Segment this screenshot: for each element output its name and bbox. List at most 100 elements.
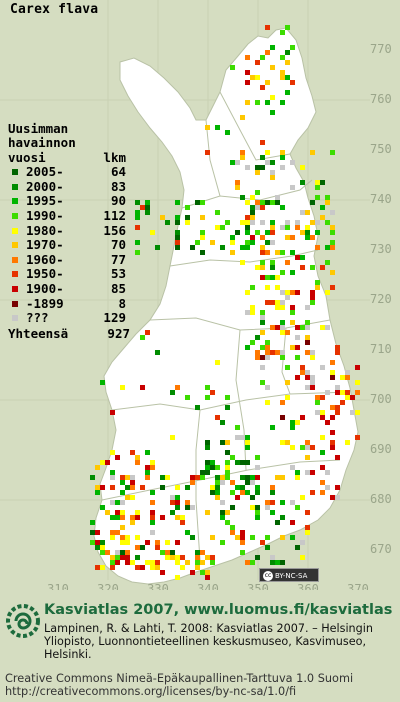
- occurrence-square: [240, 490, 245, 495]
- occurrence-square: [260, 220, 265, 225]
- occurrence-square: [110, 560, 115, 565]
- occurrence-square: [270, 265, 275, 270]
- occurrence-square: [145, 470, 150, 475]
- occurrence-square: [325, 470, 330, 475]
- occurrence-square: [330, 405, 335, 410]
- occurrence-square: [305, 455, 310, 460]
- legend-count: 112: [103, 207, 126, 223]
- occurrence-square: [315, 230, 320, 235]
- occurrence-square: [275, 520, 280, 525]
- occurrence-square: [280, 155, 285, 160]
- occurrence-square: [285, 75, 290, 80]
- occurrence-square: [125, 540, 130, 545]
- occurrence-square: [325, 260, 330, 265]
- occurrence-square: [250, 480, 255, 485]
- occurrence-square: [140, 565, 145, 570]
- y-tick: 750: [370, 142, 392, 156]
- occurrence-square: [135, 225, 140, 230]
- occurrence-square: [260, 365, 265, 370]
- occurrence-square: [260, 140, 265, 145]
- occurrence-square: [205, 125, 210, 130]
- occurrence-square: [355, 435, 360, 440]
- occurrence-square: [255, 485, 260, 490]
- occurrence-square: [175, 220, 180, 225]
- occurrence-square: [330, 225, 335, 230]
- occurrence-square: [230, 525, 235, 530]
- license-url[interactable]: http://creativecommons.org/licenses/by-n…: [5, 685, 297, 698]
- occurrence-square: [120, 385, 125, 390]
- occurrence-square: [320, 180, 325, 185]
- occurrence-square: [160, 215, 165, 220]
- occurrence-square: [265, 400, 270, 405]
- occurrence-square: [220, 440, 225, 445]
- occurrence-square: [290, 465, 295, 470]
- citation: Lampinen, R. & Lahti, T. 2008: Kasviatla…: [44, 622, 373, 662]
- occurrence-square: [320, 465, 325, 470]
- occurrence-square: [155, 540, 160, 545]
- occurrence-square: [120, 515, 125, 520]
- occurrence-square: [355, 410, 360, 415]
- occurrence-square: [275, 350, 280, 355]
- occurrence-square: [245, 100, 250, 105]
- occurrence-square: [175, 215, 180, 220]
- occurrence-square: [160, 485, 165, 490]
- legend-item: 1995- 90: [8, 194, 130, 209]
- occurrence-square: [270, 350, 275, 355]
- occurrence-square: [315, 185, 320, 190]
- legend-count: 129: [103, 310, 126, 326]
- occurrence-square: [310, 220, 315, 225]
- occurrence-square: [245, 490, 250, 495]
- occurrence-square: [175, 240, 180, 245]
- occurrence-square: [145, 210, 150, 215]
- occurrence-square: [295, 225, 300, 230]
- occurrence-square: [125, 495, 130, 500]
- occurrence-square: [155, 245, 160, 250]
- occurrence-square: [295, 220, 300, 225]
- occurrence-square: [245, 215, 250, 220]
- occurrence-square: [170, 500, 175, 505]
- occurrence-square: [290, 305, 295, 310]
- occurrence-square: [190, 475, 195, 480]
- occurrence-square: [235, 460, 240, 465]
- occurrence-square: [205, 575, 210, 580]
- occurrence-square: [320, 395, 325, 400]
- occurrence-square: [335, 455, 340, 460]
- occurrence-square: [130, 560, 135, 565]
- brand-link[interactable]: Kasviatlas 2007, www.luomus.fi/kasviatla…: [44, 602, 393, 618]
- occurrence-squares: [90, 25, 360, 580]
- occurrence-square: [300, 255, 305, 260]
- occurrence-square: [125, 475, 130, 480]
- occurrence-square: [310, 295, 315, 300]
- occurrence-square: [180, 555, 185, 560]
- occurrence-square: [190, 505, 195, 510]
- occurrence-square: [115, 530, 120, 535]
- occurrence-square: [250, 495, 255, 500]
- occurrence-square: [245, 435, 250, 440]
- occurrence-square: [315, 400, 320, 405]
- occurrence-square: [230, 490, 235, 495]
- occurrence-square: [210, 555, 215, 560]
- legend-period: 1970-: [26, 237, 64, 253]
- occurrence-square: [215, 480, 220, 485]
- occurrence-square: [280, 515, 285, 520]
- occurrence-square: [180, 520, 185, 525]
- occurrence-square: [245, 240, 250, 245]
- occurrence-square: [270, 225, 275, 230]
- occurrence-square: [270, 175, 275, 180]
- occurrence-square: [110, 475, 115, 480]
- occurrence-square: [255, 170, 260, 175]
- occurrence-square: [175, 575, 180, 580]
- occurrence-square: [270, 160, 275, 165]
- legend-swatch: [12, 300, 18, 307]
- occurrence-square: [120, 555, 125, 560]
- occurrence-square: [275, 275, 280, 280]
- occurrence-square: [195, 200, 200, 205]
- occurrence-square: [210, 560, 215, 565]
- occurrence-square: [140, 205, 145, 210]
- cc-license-badge[interactable]: cc BY-NC-SA: [259, 568, 319, 582]
- occurrence-square: [255, 350, 260, 355]
- occurrence-square: [110, 500, 115, 505]
- legend-period: 1980-: [26, 222, 64, 238]
- occurrence-square: [125, 535, 130, 540]
- occurrence-square: [250, 475, 255, 480]
